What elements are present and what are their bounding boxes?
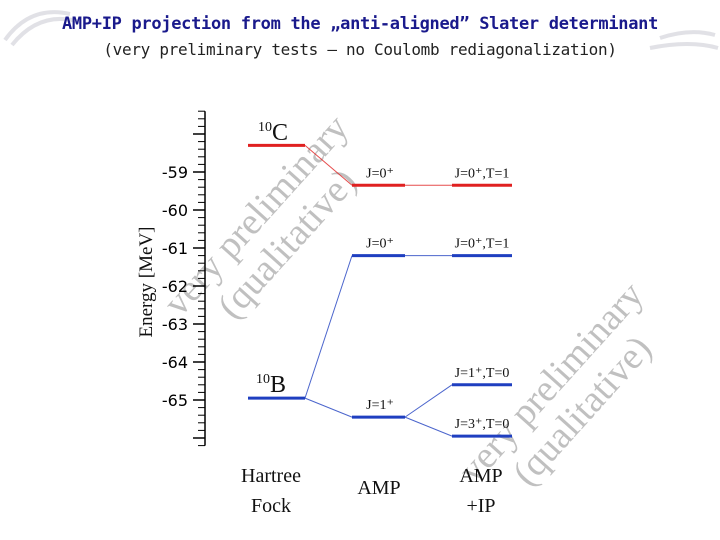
column-ampip-label-bottom: +IP <box>466 495 495 517</box>
energy-level-label: J=0⁺,T=1 <box>455 166 510 181</box>
nucleus-10C-symbol: C <box>272 120 288 146</box>
column-hf-label-bottom: Fock <box>251 495 291 517</box>
y-tick-label: -61 <box>162 239 188 258</box>
energy-level-label: J=3⁺,T=0 <box>455 417 510 432</box>
y-tick-label: -63 <box>162 315 188 334</box>
connector-line <box>404 416 453 437</box>
page-title: AMP+IP projection from the „anti-aligned… <box>61 14 659 34</box>
page-subtitle: (very preliminary tests – no Coulomb red… <box>103 40 617 59</box>
energy-level-label: J=0⁺ <box>366 166 394 181</box>
connectors <box>304 145 453 437</box>
y-axis: -59 -60 -61 -62 -63 -64 -65 <box>162 110 206 447</box>
nucleus-10B-symbol: B <box>270 372 286 398</box>
y-tick-label: -65 <box>162 391 188 410</box>
levels: J=0⁺ J=0⁺,T=1 J=0⁺ J=0⁺,T=1 J=1⁺ J=1⁺,T=0 J=3⁺… <box>248 143 512 438</box>
connector-line <box>404 384 453 418</box>
energy-level-label: J=1⁺ <box>366 398 394 413</box>
nucleus-10B-mass: 10 <box>256 372 270 387</box>
energy-level-label: J=0⁺ <box>366 237 394 252</box>
nucleus-10C-mass: 10 <box>258 120 272 135</box>
y-tick-label: -62 <box>162 277 188 296</box>
column-hf-label-top: Hartree <box>241 465 301 487</box>
y-axis-label: Energy [MeV] <box>136 227 157 338</box>
connector-line <box>304 255 353 399</box>
energy-level-label: J=0⁺,T=1 <box>455 237 510 252</box>
scribble-top-right <box>649 30 719 50</box>
scribble-top-left <box>3 10 81 47</box>
connector-line <box>304 145 353 186</box>
y-tick-label: -59 <box>162 163 188 182</box>
connector-line <box>304 397 353 418</box>
energy-level-label: J=1⁺,T=0 <box>455 366 510 381</box>
nucleus-label-10B: 10B <box>256 372 286 398</box>
nucleus-label-10C: 10C <box>258 120 288 146</box>
column-ampip-label-top: AMP <box>459 465 502 487</box>
y-tick-label: -60 <box>162 201 188 220</box>
column-amp-label-top: AMP <box>357 477 400 499</box>
y-tick-label: -64 <box>162 353 188 372</box>
